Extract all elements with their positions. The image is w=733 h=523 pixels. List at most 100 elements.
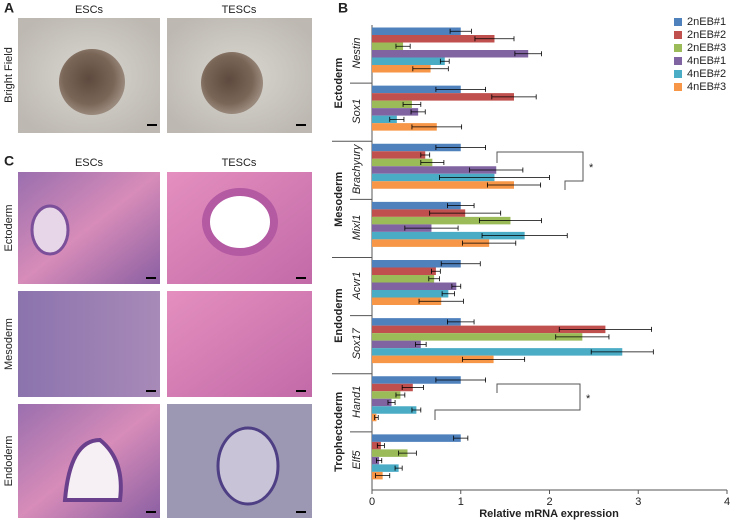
- error-bar: [411, 407, 422, 413]
- bar: [372, 27, 461, 35]
- error-bar: [555, 334, 610, 340]
- category-label: Hand1: [351, 386, 363, 418]
- histology-image: [18, 291, 160, 397]
- column-label: TESCs: [222, 157, 257, 169]
- bar: [372, 239, 490, 247]
- bar: [372, 143, 461, 152]
- structure: [216, 426, 280, 506]
- annotation: *: [586, 393, 591, 405]
- row-label: Bright Field: [3, 47, 15, 103]
- error-bar: [439, 58, 450, 64]
- x-tick-label: 3: [635, 496, 641, 508]
- structure: [62, 437, 123, 502]
- row-label: Mesoderm: [3, 318, 15, 370]
- category-label: Elf5: [351, 450, 363, 470]
- error-bar: [447, 203, 475, 209]
- bar: [372, 297, 442, 305]
- error-bar: [398, 450, 417, 456]
- column-label: ESCs: [75, 4, 104, 16]
- bar: [372, 224, 432, 232]
- group-label: Endoderm: [333, 288, 345, 343]
- bar: [372, 413, 377, 422]
- group-label: Ectoderm: [333, 58, 345, 109]
- bracket: [434, 383, 581, 420]
- error-bar: [478, 218, 542, 224]
- bar: [372, 340, 421, 349]
- bar: [372, 391, 401, 399]
- panel-label: C: [4, 153, 14, 169]
- bar: [372, 151, 426, 159]
- group-label: Mesoderm: [333, 172, 345, 227]
- error-bar: [415, 341, 427, 347]
- bar: [372, 355, 494, 364]
- legend-swatch: [674, 57, 682, 65]
- error-bar: [431, 268, 441, 274]
- legend-label: 4nEB#3: [687, 81, 726, 93]
- bar: [372, 57, 445, 65]
- bar: [372, 201, 461, 210]
- bar: [372, 290, 449, 298]
- legend-swatch: [674, 18, 682, 26]
- error-bar: [481, 233, 568, 239]
- bar: [372, 85, 461, 94]
- x-tick-label: 4: [724, 496, 730, 508]
- bar: [372, 406, 417, 414]
- error-bar: [590, 349, 654, 355]
- bar: [372, 333, 583, 341]
- error-bar: [376, 458, 383, 464]
- error-bar: [435, 86, 486, 92]
- bracket: [496, 151, 584, 190]
- error-bar: [514, 51, 542, 57]
- bar: [372, 108, 419, 116]
- bar: [372, 166, 497, 174]
- category-label: Brachyury: [351, 143, 363, 194]
- error-bar: [491, 94, 537, 100]
- spheroid: [59, 49, 125, 115]
- bar: [372, 267, 436, 275]
- row-label: Endoderm: [3, 436, 15, 487]
- panel-label: A: [4, 0, 14, 16]
- bar: [372, 260, 461, 268]
- column-label: TESCs: [222, 4, 257, 16]
- error-bar: [462, 356, 526, 362]
- category-label: Nestin: [351, 37, 363, 68]
- error-bar: [420, 160, 445, 165]
- error-bar: [440, 261, 481, 267]
- error-bar: [389, 116, 405, 122]
- error-bar: [453, 435, 469, 441]
- bar: [372, 456, 380, 465]
- x-tick-label: 2: [546, 496, 552, 508]
- column-label: ESCs: [75, 157, 104, 169]
- bar: [372, 93, 514, 101]
- annotation: *: [589, 162, 594, 174]
- error-bar: [558, 326, 652, 332]
- error-bar: [401, 385, 424, 390]
- bar: [372, 216, 511, 225]
- panel-label: B: [338, 0, 348, 16]
- row-label: Ectoderm: [3, 204, 15, 251]
- error-bar: [420, 152, 431, 158]
- structure: [30, 204, 70, 256]
- category-label: Acvr1: [351, 272, 363, 301]
- error-bar: [449, 28, 472, 34]
- bar: [372, 325, 606, 334]
- structure: [202, 188, 278, 256]
- legend-label: 2nEB#2: [687, 29, 726, 41]
- category-label: Mixl1: [351, 215, 363, 241]
- bar: [372, 318, 461, 326]
- category-label: Sox1: [351, 99, 363, 124]
- error-bar: [429, 210, 502, 216]
- error-bar: [462, 240, 517, 246]
- error-bar: [428, 276, 440, 282]
- x-tick-label: 1: [458, 496, 464, 508]
- error-bar: [411, 124, 463, 130]
- bar: [372, 123, 437, 131]
- bar-chart: 0 1 2 3 4 Ectoderm Nestin Sox1 Mesoderm Brachyury…: [332, 16, 730, 508]
- legend-label: 4nEB#1: [687, 55, 726, 67]
- bar: [372, 35, 495, 43]
- error-bar: [412, 66, 449, 72]
- bar: [372, 282, 457, 290]
- bar: [372, 376, 461, 384]
- bar: [372, 383, 413, 392]
